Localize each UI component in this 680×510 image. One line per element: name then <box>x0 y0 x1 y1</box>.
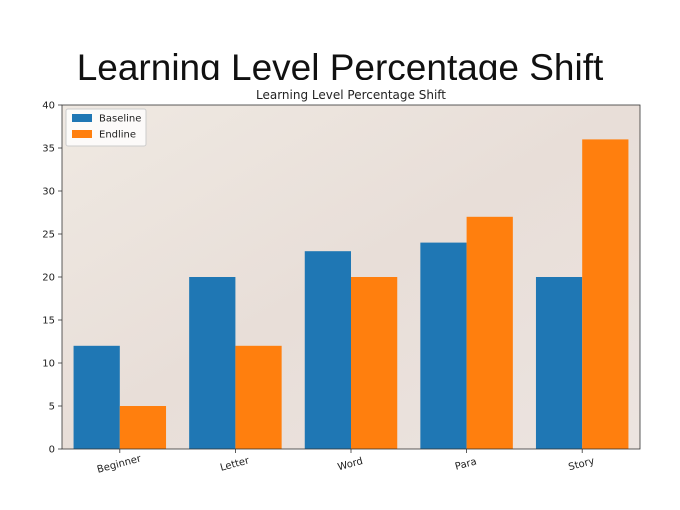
x-tick-label: Letter <box>219 455 251 474</box>
axes-frame <box>61 104 641 450</box>
bar <box>119 406 167 449</box>
y-tick-label: 5 <box>49 402 55 413</box>
y-tick-label: 35 <box>42 144 55 155</box>
legend-label: Endline <box>99 130 136 141</box>
bar <box>466 216 513 449</box>
legend-swatch <box>72 114 92 122</box>
slide-title: Learning Level Percentage Shift <box>77 47 604 88</box>
legend-label: Baseline <box>99 114 141 125</box>
bar <box>582 139 629 449</box>
y-tick-label: 40 <box>42 101 55 112</box>
bar <box>351 277 398 449</box>
bar <box>535 277 583 449</box>
y-tick-label: 20 <box>42 273 55 284</box>
y-tick-label: 30 <box>42 187 55 198</box>
y-tick-label: 10 <box>42 359 55 370</box>
bar <box>189 277 236 449</box>
bar <box>73 345 120 449</box>
bar <box>304 251 351 449</box>
y-tick-label: 0 <box>49 445 55 456</box>
y-tick-label: 25 <box>42 230 55 241</box>
chart-title: Learning Level Percentage Shift <box>256 88 446 102</box>
x-tick-label: Word <box>337 456 365 473</box>
bar <box>235 345 282 449</box>
legend-swatch <box>72 130 92 138</box>
x-tick-label: Para <box>454 456 478 472</box>
bar <box>420 242 467 449</box>
x-tick-label: Story <box>567 456 595 473</box>
y-tick-label: 15 <box>42 316 55 327</box>
x-tick-label: Beginner <box>96 453 143 476</box>
